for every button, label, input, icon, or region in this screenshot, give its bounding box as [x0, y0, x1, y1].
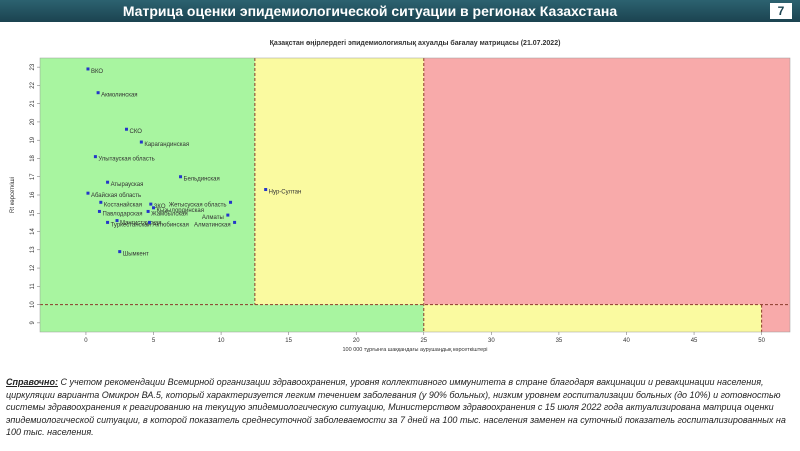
point	[106, 220, 110, 224]
chart: Қазақстан өңірлердегі эпидемиологиялық а…	[10, 39, 791, 353]
y-tick-label: 18	[30, 154, 36, 161]
point	[99, 200, 103, 204]
x-tick-label: 15	[285, 338, 292, 344]
point	[115, 219, 119, 223]
zone	[761, 304, 790, 332]
point-label: Улытауская область	[98, 157, 154, 163]
zone	[423, 304, 762, 332]
point	[139, 140, 143, 144]
x-tick-label: 30	[488, 338, 495, 344]
y-tick-label: 17	[30, 173, 36, 180]
x-tick-label: 50	[758, 338, 765, 344]
zone	[40, 58, 255, 305]
point-label: Жетысуская область	[169, 202, 227, 208]
point-label: ВКО	[91, 69, 103, 75]
point-label: Жамбылская	[151, 211, 188, 217]
y-axis-label: Rt көрсеткіші	[10, 177, 16, 213]
point-label: ЗКО	[154, 204, 166, 210]
point	[106, 180, 110, 184]
point-label: Актюбинская	[152, 222, 188, 228]
point	[86, 67, 90, 71]
point	[179, 175, 183, 179]
y-tick-label: 12	[30, 264, 36, 271]
x-tick-label: 25	[420, 338, 427, 344]
header-title: Матрица оценки эпидемиологической ситуац…	[122, 3, 618, 19]
zone	[40, 304, 424, 332]
point	[147, 220, 151, 224]
point-label: Туркестанская	[111, 222, 151, 228]
note: Справочно: С учетом рекомендации Всемирн…	[6, 376, 792, 439]
point-label: Алматы	[202, 215, 224, 221]
y-tick-label: 23	[30, 63, 36, 70]
x-tick-label: 0	[84, 338, 88, 344]
y-tick-label: 15	[30, 209, 36, 216]
y-tick-label: 9	[30, 321, 36, 325]
point-label: Костанайская	[104, 201, 142, 208]
x-axis-label: 100 000 тұрғынға шаққандағы аурушаңдық к…	[342, 347, 487, 353]
zone	[423, 58, 790, 305]
y-tick-label: 20	[30, 118, 36, 125]
y-tick-label: 11	[30, 283, 36, 290]
point	[226, 213, 230, 217]
chart-title: Қазақстан өңірлердегі эпидемиологиялық а…	[270, 39, 561, 47]
point-label: Алматинская	[194, 222, 231, 228]
point-label: СКО	[129, 129, 142, 135]
zone	[254, 58, 424, 305]
x-tick-label: 45	[691, 338, 698, 344]
x-tick-label: 10	[218, 338, 225, 344]
y-tick-label: 10	[30, 301, 36, 308]
y-tick-label: 19	[30, 136, 36, 143]
point	[93, 155, 97, 159]
point	[118, 250, 122, 254]
y-tick-label: 22	[30, 81, 36, 88]
page-number: 7	[770, 3, 792, 19]
x-tick-label: 40	[623, 338, 630, 344]
x-tick-label: 35	[556, 338, 563, 344]
point	[86, 191, 90, 195]
y-tick-label: 13	[30, 246, 36, 253]
y-tick-label: 16	[30, 191, 36, 198]
point	[146, 209, 150, 213]
point	[96, 91, 100, 95]
point-label: Шымкент	[123, 252, 149, 258]
point-label: Акмолинская	[101, 93, 137, 99]
point	[229, 200, 233, 204]
y-tick-label: 14	[30, 228, 36, 235]
point-label: Павлодарская	[102, 211, 142, 217]
point-label: Нур-Султан	[269, 190, 302, 196]
y-tick-label: 21	[30, 100, 36, 107]
point	[264, 188, 268, 192]
point	[233, 220, 237, 224]
point-label: Кызылординская	[157, 208, 204, 214]
x-tick-label: 5	[152, 338, 156, 344]
point-label: Бельдинская	[184, 177, 220, 183]
note-label: Справочно:	[6, 377, 58, 387]
note-text: С учетом рекомендации Всемирной организа…	[6, 377, 786, 437]
point-label: Карагандинская	[144, 142, 189, 148]
point	[149, 202, 153, 206]
point-label: Мангистауская	[120, 221, 161, 227]
point-label: Атырауская	[111, 182, 144, 188]
point	[124, 127, 128, 131]
point	[97, 209, 101, 213]
point-label: Абайская область	[91, 192, 141, 199]
header-bar: Матрица оценки эпидемиологической ситуац…	[0, 0, 800, 22]
x-tick-label: 20	[353, 338, 360, 344]
point	[152, 206, 156, 210]
